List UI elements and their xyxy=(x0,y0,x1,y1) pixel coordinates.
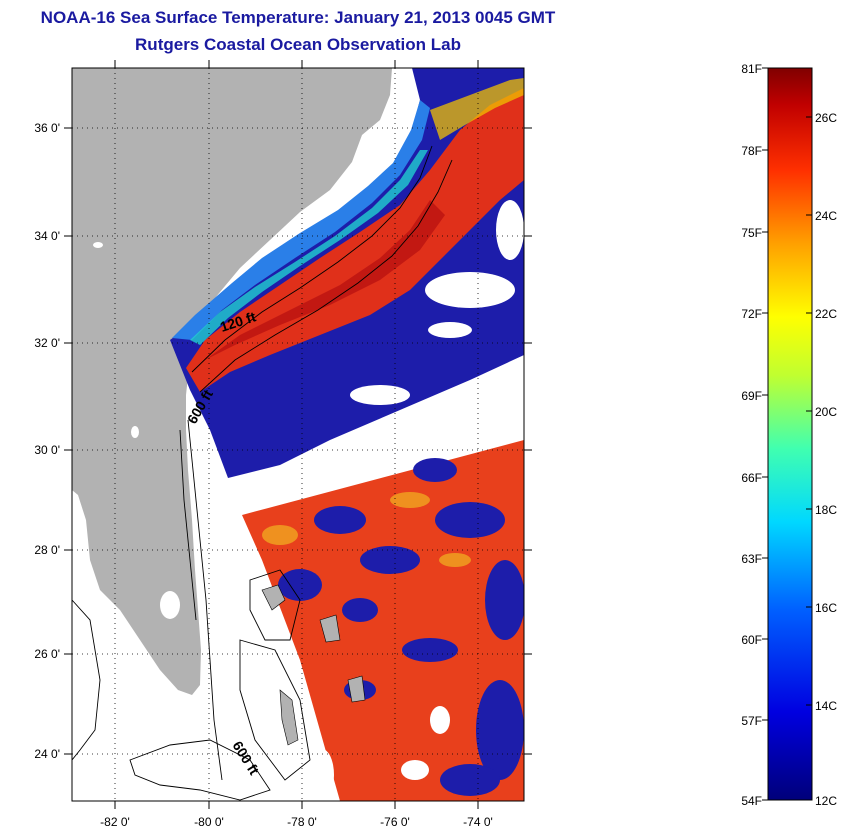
colorbar-fahrenheit-labels: 81F 78F 75F 72F 69F 66F 63F 60F 57F 54F xyxy=(741,62,762,808)
colorbar-label-c: 16C xyxy=(815,601,837,615)
colorbar-label-c: 24C xyxy=(815,209,837,223)
sst-offshore-mixed xyxy=(430,78,524,140)
lat-label: 36 0' xyxy=(34,121,60,135)
lon-label: -78 0' xyxy=(287,815,317,829)
contour-florida-shelf-2 xyxy=(179,429,197,621)
contour-west-florida xyxy=(72,599,101,761)
land-us-southeast xyxy=(72,68,392,695)
colorbar-label-f: 60F xyxy=(741,633,762,647)
colorbar-label-f: 54F xyxy=(741,794,762,808)
lat-label: 26 0' xyxy=(34,647,60,661)
colorbar-label-f: 57F xyxy=(741,714,762,728)
colorbar-ramp xyxy=(767,67,813,801)
colorbar-label-f: 63F xyxy=(741,552,762,566)
contour-bahamas-1 xyxy=(249,569,301,641)
lat-label: 30 0' xyxy=(34,443,60,457)
map-area: 120 ft 600 ft 600 ft xyxy=(72,68,524,801)
lat-label: 34 0' xyxy=(34,229,60,243)
contour-120ft xyxy=(191,145,433,373)
contour-florida-shelf xyxy=(187,419,223,781)
colorbar-celsius-labels: 26C 24C 22C 20C 18C 16C 14C 12C xyxy=(815,111,837,808)
sst-warm-core xyxy=(205,200,445,360)
sst-cloud-gaps-south xyxy=(310,706,450,801)
sst-mixed-patches-south xyxy=(262,492,471,567)
colorbar-label-f: 69F xyxy=(741,389,762,403)
colorbar-label-c: 18C xyxy=(815,503,837,517)
colorbar-label-f: 66F xyxy=(741,471,762,485)
sst-cold-patches-south xyxy=(278,458,524,796)
map-title: NOAA-16 Sea Surface Temperature: January… xyxy=(40,8,556,27)
colorbar-ticks xyxy=(762,67,812,801)
latitude-labels: 36 0' 34 0' 32 0' 30 0' 28 0' 26 0' 24 0… xyxy=(34,121,60,761)
map-frame xyxy=(71,67,525,802)
map-ticks xyxy=(64,60,532,809)
bathymetry-contours xyxy=(72,145,453,801)
longitude-labels: -82 0' -80 0' -78 0' -76 0' -74 0' xyxy=(100,815,493,829)
colorbar-label-f: 78F xyxy=(741,144,762,158)
colorbar-label-f: 81F xyxy=(741,62,762,76)
contour-600ft xyxy=(199,159,453,393)
colorbar-label-c: 20C xyxy=(815,405,837,419)
colorbar-label-f: 75F xyxy=(741,226,762,240)
lat-label: 24 0' xyxy=(34,747,60,761)
land-bahamas xyxy=(261,584,366,746)
colorbar-label-c: 14C xyxy=(815,699,837,713)
lon-label: -80 0' xyxy=(194,815,224,829)
colorbar-label-c: 22C xyxy=(815,307,837,321)
sst-cloud-gaps-north xyxy=(350,200,524,405)
map-graticule xyxy=(72,68,524,801)
lat-label: 28 0' xyxy=(34,543,60,557)
colorbar-label-c: 12C xyxy=(815,794,837,808)
lakes xyxy=(93,242,180,619)
map-subtitle: Rutgers Coastal Ocean Observation Lab xyxy=(135,35,461,54)
colorbar-label-c: 26C xyxy=(815,111,837,125)
sst-mid-shelf xyxy=(190,150,428,345)
sst-gulf-stream xyxy=(186,88,524,392)
contour-bahamas-2 xyxy=(239,639,311,781)
contour-keys xyxy=(129,739,271,801)
colorbar-label-f: 72F xyxy=(741,307,762,321)
lon-label: -82 0' xyxy=(100,815,130,829)
sst-cold-shelf xyxy=(172,100,430,340)
lon-label: -74 0' xyxy=(463,815,493,829)
lon-label: -76 0' xyxy=(380,815,410,829)
colorbar: 81F 78F 75F 72F 69F 66F 63F 60F 57F 54F … xyxy=(741,62,837,808)
lat-label: 32 0' xyxy=(34,336,60,350)
